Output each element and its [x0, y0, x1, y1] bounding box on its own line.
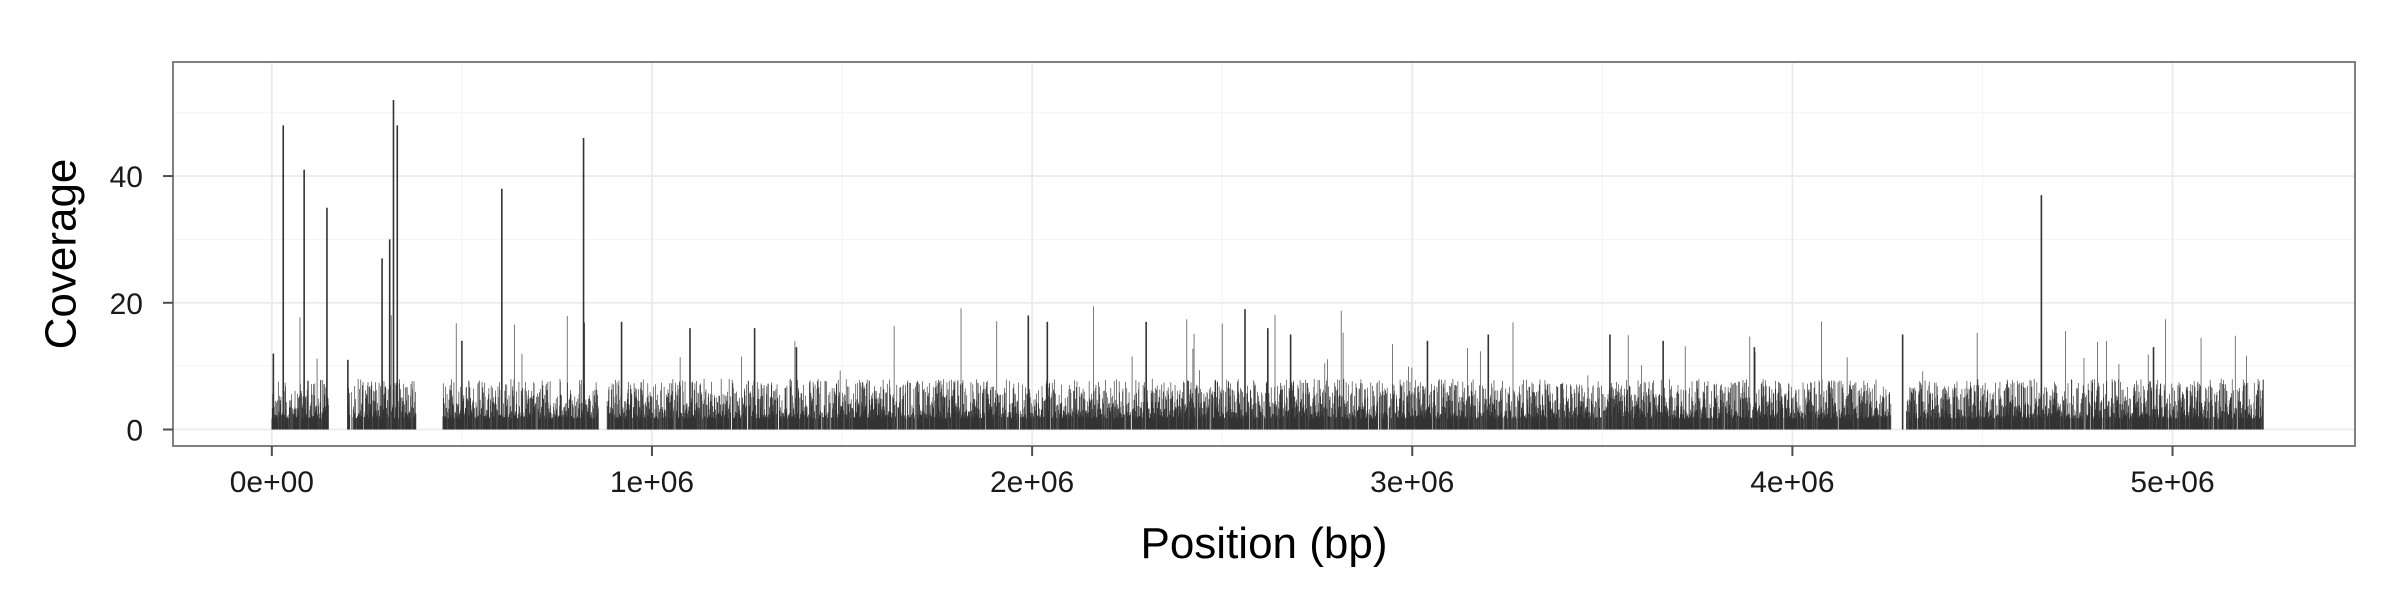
x-tick-label: 0e+00	[230, 466, 314, 499]
x-tick-label: 3e+06	[1370, 466, 1454, 499]
y-axis-title: Coverage	[37, 159, 86, 350]
bars-layer	[271, 100, 2264, 430]
y-tick-labels: 0 20 40	[110, 161, 143, 447]
x-axis-title: Position (bp)	[1140, 519, 1387, 568]
panel-border	[172, 61, 2356, 447]
grid-layer	[173, 62, 2355, 446]
x-tick-label: 1e+06	[610, 466, 694, 499]
x-tick-label: 5e+06	[2130, 466, 2214, 499]
y-tick-label: 0	[126, 415, 143, 448]
x-tick-label: 4e+06	[1750, 466, 1834, 499]
x-tick-labels: 0e+00 1e+06 2e+06 3e+06 4e+06 5e+06	[230, 466, 2215, 499]
coverage-bars	[271, 306, 2264, 430]
y-tick-label: 20	[110, 288, 143, 321]
y-tick-label: 40	[110, 161, 143, 194]
panel-background	[173, 62, 2355, 446]
axis-ticks	[163, 175, 2174, 456]
x-tick-label: 2e+06	[990, 466, 1074, 499]
